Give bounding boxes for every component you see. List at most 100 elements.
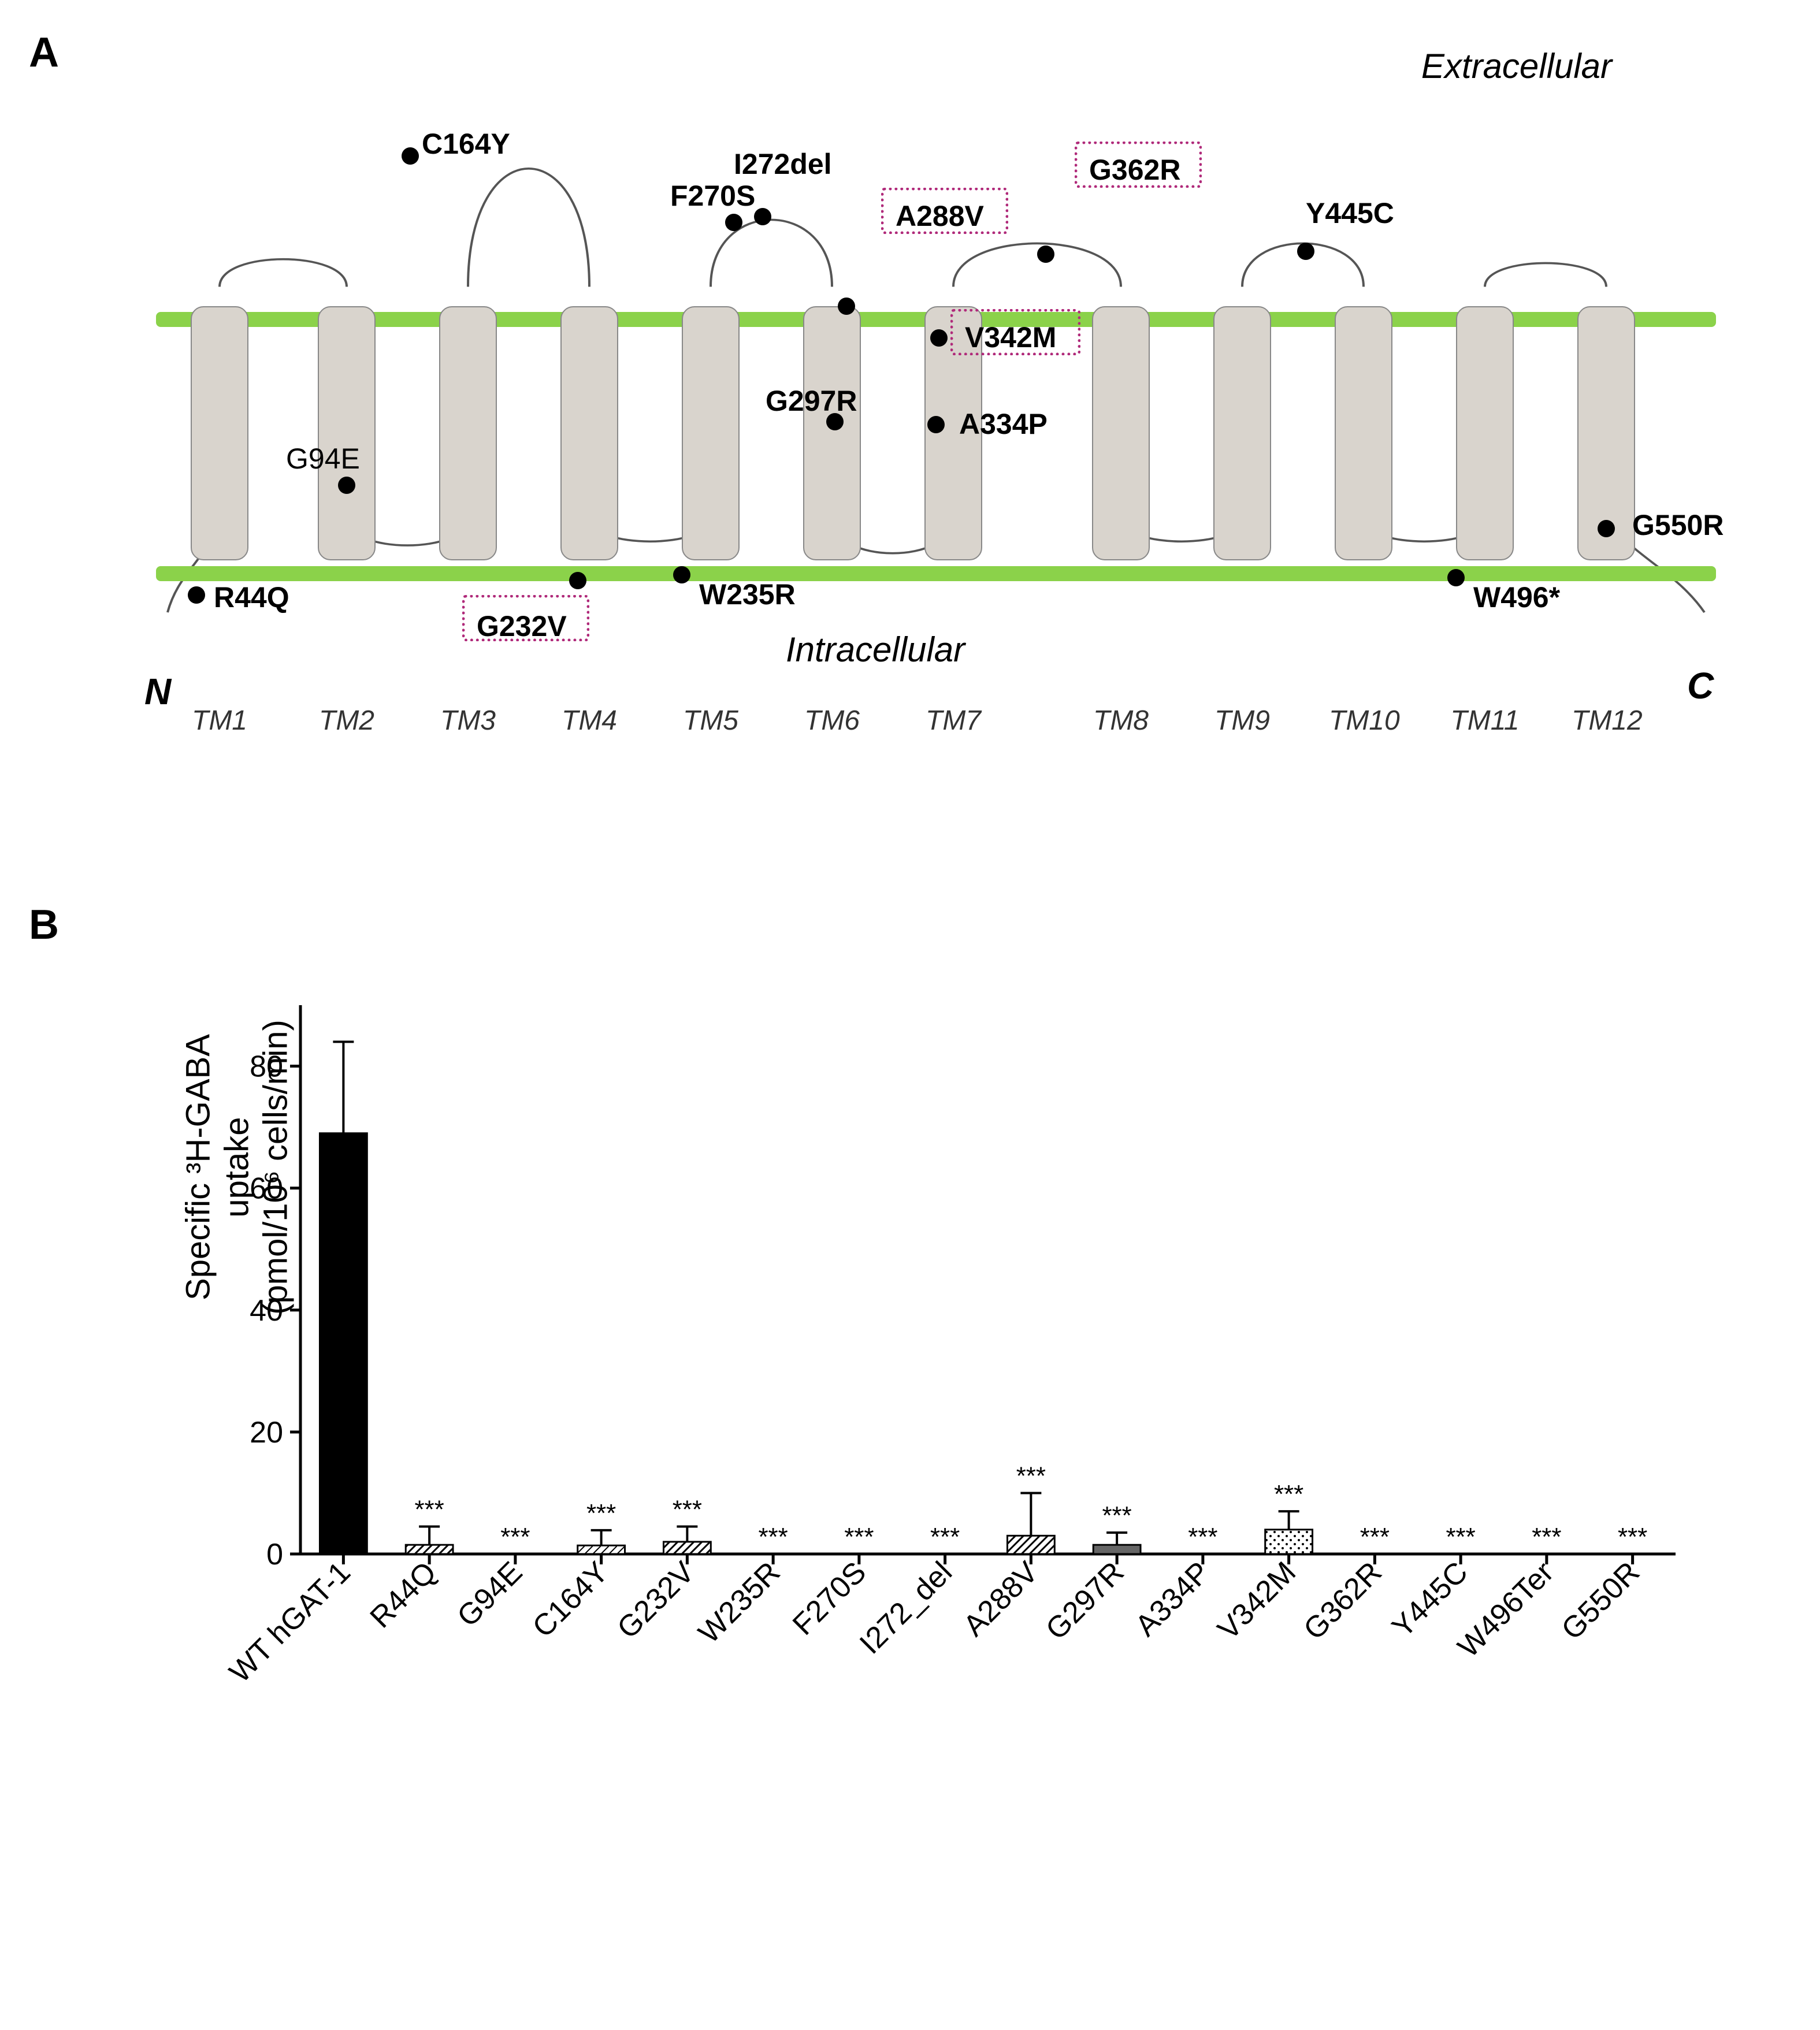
category-label: C164Y: [526, 1555, 615, 1644]
mutation-label: R44Q: [214, 581, 289, 614]
mutation-label: I272del: [734, 147, 832, 181]
tm-label: TM9: [1208, 705, 1277, 737]
transmembrane-helix: [318, 306, 376, 560]
significance-marker: ***: [1102, 1501, 1131, 1530]
category-label: V342M: [1212, 1555, 1303, 1646]
tm-label: TM4: [555, 705, 624, 737]
tm-label: TM10: [1329, 705, 1398, 737]
category-label: A288V: [957, 1555, 1045, 1643]
bar: [663, 1542, 711, 1554]
significance-marker: ***: [930, 1523, 960, 1551]
mutation-marker: [725, 214, 742, 231]
transmembrane-helix: [1092, 306, 1150, 560]
category-label: G94E: [451, 1555, 529, 1633]
bar-chart-svg: 020406080WT hGAT-1***R44Q***G94E***C164Y…: [196, 947, 1699, 1756]
significance-marker: ***: [586, 1499, 616, 1527]
intracellular-label: Intracellular: [786, 630, 965, 670]
category-label: G232V: [611, 1555, 701, 1645]
category-label: G362R: [1297, 1555, 1388, 1646]
n-terminus-label: N: [144, 670, 171, 713]
category-label: R44Q: [364, 1555, 443, 1634]
significance-marker: ***: [414, 1496, 444, 1524]
svg-text:0: 0: [266, 1538, 283, 1571]
category-label: WT hGAT-1: [223, 1555, 357, 1689]
significance-marker: ***: [1016, 1462, 1046, 1490]
mutation-marker: [1297, 243, 1314, 260]
transmembrane-helix: [803, 306, 861, 560]
bar: [320, 1133, 367, 1554]
mutation-label: A334P: [959, 407, 1048, 441]
category-label: I272_del: [853, 1555, 959, 1660]
mutation-marker: [1447, 569, 1465, 586]
category-label: F270S: [786, 1555, 872, 1641]
mutation-label: W496*: [1473, 581, 1560, 614]
tm-label: TM11: [1450, 705, 1520, 737]
mutation-marker: [569, 572, 586, 589]
extracellular-label: Extracellular: [1421, 46, 1612, 86]
category-label: W235R: [692, 1555, 787, 1650]
bar: [1093, 1545, 1141, 1554]
significance-marker: ***: [758, 1523, 788, 1551]
bar: [406, 1545, 453, 1554]
significance-marker: ***: [673, 1496, 702, 1524]
mutation-marker: [927, 416, 945, 433]
bar: [1265, 1530, 1313, 1554]
mutation-label: G550R: [1632, 508, 1724, 542]
significance-marker: ***: [1532, 1523, 1561, 1551]
transmembrane-helix: [191, 306, 248, 560]
tm-label: TM6: [797, 705, 867, 737]
tm-label: TM2: [312, 705, 381, 737]
membrane-line: [156, 566, 1716, 581]
bar: [578, 1545, 625, 1554]
mutation-marker: [338, 477, 355, 494]
transmembrane-helix: [1213, 306, 1271, 560]
mutation-marker: [754, 208, 771, 225]
mutation-label: Y445C: [1306, 196, 1394, 230]
significance-marker: ***: [500, 1523, 530, 1551]
category-label: W496Ter: [1451, 1555, 1560, 1664]
mutation-marker: [930, 329, 948, 347]
significance-marker: ***: [1274, 1480, 1303, 1508]
significance-marker: ***: [1446, 1523, 1475, 1551]
chart-area: Specific ³H-GABA uptake (pmol/10⁶ cells/…: [196, 947, 1699, 1756]
transmembrane-helix: [560, 306, 618, 560]
highlighted-mutation-box: [462, 595, 589, 641]
panel-b-label: B: [29, 901, 59, 949]
category-label: A334P: [1129, 1555, 1216, 1642]
svg-text:20: 20: [250, 1416, 283, 1449]
tm-label: TM3: [433, 705, 503, 737]
panel-b-bar-chart: B Specific ³H-GABA uptake (pmol/10⁶ cell…: [23, 901, 1797, 1825]
panel-a-label: A: [29, 29, 59, 76]
c-terminus-label: C: [1687, 664, 1714, 707]
transmembrane-helix: [439, 306, 497, 560]
mutation-label: F270S: [670, 179, 755, 213]
panel-a-topology-diagram: A Extracellular TM1TM2TM3TM4TM5TM6TM7TM8…: [23, 23, 1797, 832]
significance-marker: ***: [1360, 1523, 1390, 1551]
tm-label: TM7: [919, 705, 988, 737]
bar: [1007, 1535, 1054, 1554]
membrane-topology: TM1TM2TM3TM4TM5TM6TM7TM8TM9TM10TM11TM12R…: [156, 92, 1716, 670]
highlighted-mutation-box: [1075, 142, 1202, 188]
mutation-label: G297R: [766, 384, 857, 418]
significance-marker: ***: [1188, 1523, 1217, 1551]
significance-marker: ***: [844, 1523, 874, 1551]
mutation-label: W235R: [699, 578, 796, 611]
transmembrane-helix: [1335, 306, 1392, 560]
tm-label: TM5: [676, 705, 745, 737]
transmembrane-helix: [1456, 306, 1514, 560]
svg-text:40: 40: [250, 1294, 283, 1328]
svg-text:60: 60: [250, 1172, 283, 1206]
tm-label: TM1: [185, 705, 254, 737]
mutation-marker: [188, 586, 205, 604]
tm-label: TM8: [1086, 705, 1156, 737]
mutation-marker: [402, 147, 419, 165]
category-label: G297R: [1039, 1555, 1131, 1646]
mutation-marker: [1598, 520, 1615, 537]
highlighted-mutation-box: [881, 188, 1008, 234]
transmembrane-helix: [682, 306, 740, 560]
mutation-marker: [673, 566, 690, 583]
mutation-label: C164Y: [422, 127, 510, 161]
mutation-marker: [838, 298, 855, 315]
category-label: G550R: [1555, 1555, 1647, 1646]
mutation-marker: [1037, 246, 1054, 263]
